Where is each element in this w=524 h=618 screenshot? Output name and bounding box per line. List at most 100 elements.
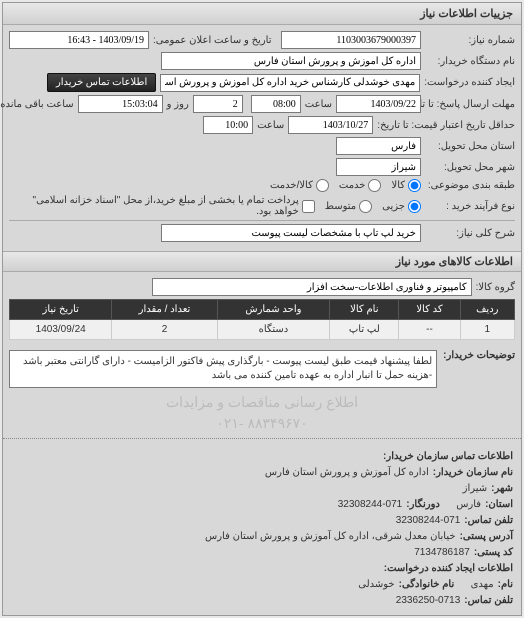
pt-note-option[interactable]: پرداخت تمام یا بخشی از مبلغ خرید،از محل … — [9, 195, 315, 217]
remaining-input[interactable] — [78, 95, 163, 113]
contact-button[interactable]: اطلاعات تماس خریدار — [47, 73, 156, 92]
th-date: تاریخ نیاز — [10, 300, 112, 320]
pt-note-label: پرداخت تمام یا بخشی از مبلغ خرید،از محل … — [9, 195, 299, 217]
org-label: نام سازمان خریدار: — [433, 465, 513, 481]
deadline-time-input[interactable] — [251, 95, 301, 113]
cat-service-label: خدمت — [339, 180, 366, 191]
th-name: نام کالا — [330, 300, 399, 320]
td-date: 1403/09/24 — [10, 320, 112, 340]
watermark-text: اطلاع رسانی مناقصات و مزایدات — [3, 392, 521, 413]
goods-form-area: گروه کالا: ردیف کد کالا نام کالا واحد شم… — [3, 272, 521, 346]
c-province-value: فارس — [456, 497, 481, 513]
pt-low-option[interactable]: جزیی — [382, 200, 421, 213]
row-requester: ایجاد کننده درخواست: اطلاعات تماس خریدار — [9, 73, 515, 92]
city-label: شهر محل تحویل: — [425, 162, 515, 173]
request-no-input[interactable] — [281, 31, 421, 49]
province-label: استان محل تحویل: — [425, 141, 515, 152]
category-label: طبقه بندی موضوعی: — [425, 180, 515, 191]
cat-all-option[interactable]: کالا — [391, 179, 421, 192]
table-row[interactable]: 1 -- لپ تاپ دستگاه 2 1403/09/24 — [10, 320, 515, 340]
deadline-label: مهلت ارسال پاسخ: تا تاریخ: — [425, 99, 515, 110]
general-desc-label: شرح کلی نیاز: — [425, 228, 515, 239]
watermark-phone: ۸۸۳۴۹۶۷۰ -۰۲۱ — [3, 413, 521, 434]
province-input[interactable] — [336, 137, 421, 155]
row-category: طبقه بندی موضوعی: کالا خدمت کالا/خدمت — [9, 179, 515, 192]
cphone-label: تلفن تماس: — [464, 593, 513, 609]
cat-service-option[interactable]: خدمت — [339, 179, 382, 192]
category-radio-group: کالا خدمت کالا/خدمت — [270, 179, 421, 192]
request-no-label: شماره نیاز: — [425, 35, 515, 46]
th-code: کد کالا — [399, 300, 460, 320]
deadline-date-input[interactable] — [336, 95, 421, 113]
contact-title: اطلاعات تماس سازمان خریدار: — [383, 449, 513, 465]
row-deadline: مهلت ارسال پاسخ: تا تاریخ: ساعت روز و سا… — [9, 95, 515, 113]
group-label: گروه کالا: — [476, 282, 515, 293]
pt-low-radio[interactable] — [408, 200, 421, 213]
time-label-2: ساعت — [257, 120, 284, 131]
purchase-type-label: نوع فرآیند خرید : — [425, 201, 515, 212]
goods-section-title: اطلاعات کالاهای مورد نیاز — [3, 251, 521, 272]
time-label-1: ساعت — [305, 99, 332, 110]
remaining-label: ساعت باقی مانده — [0, 99, 73, 110]
td-name: لپ تاپ — [330, 320, 399, 340]
valid-label: حداقل تاریخ اعتبار قیمت: تا تاریخ: — [377, 120, 515, 131]
row-group: گروه کالا: — [9, 278, 515, 296]
address-label: آدرس پستی: — [460, 529, 513, 545]
goods-table: ردیف کد کالا نام کالا واحد شمارش تعداد /… — [9, 299, 515, 340]
cphone-value: 2336250-0713 — [396, 593, 461, 609]
lname-value: خوشدلی — [358, 577, 394, 593]
pt-mid-option[interactable]: متوسط — [325, 200, 372, 213]
th-qty: تعداد / مقدار — [112, 300, 217, 320]
general-desc-input[interactable] — [161, 224, 421, 242]
address-value: خیابان معدل شرقی، اداره کل آموزش و پرورش… — [205, 529, 456, 545]
org-value: اداره کل آموزش و پرورش استان فارس — [265, 465, 429, 481]
cat-all-radio[interactable] — [408, 179, 421, 192]
requester-label: ایجاد کننده درخواست: — [424, 77, 515, 88]
lname-label: نام خانوادگی: — [399, 577, 455, 593]
fax-value: 32308244-071 — [338, 497, 403, 513]
pt-low-label: جزیی — [382, 201, 405, 212]
buyer-label: نام دستگاه خریدار: — [425, 56, 515, 67]
th-row: ردیف — [460, 300, 514, 320]
valid-time-input[interactable] — [203, 116, 253, 134]
name-label: نام: — [498, 577, 513, 593]
valid-date-input[interactable] — [288, 116, 373, 134]
requester-input[interactable] — [160, 74, 420, 92]
name-value: مهدی — [471, 577, 494, 593]
purchase-type-group: جزیی متوسط پرداخت تمام یا بخشی از مبلغ خ… — [9, 195, 421, 217]
day-label: روز و — [167, 99, 189, 110]
days-input[interactable] — [193, 95, 243, 113]
td-qty: 2 — [112, 320, 217, 340]
postal-value: 7134786187 — [414, 545, 470, 561]
form-area: شماره نیاز: تاریخ و ساعت اعلان عمومی: نا… — [3, 25, 521, 251]
c-city-value: شیراز — [463, 481, 488, 497]
city-input[interactable] — [336, 158, 421, 176]
cat-all-label: کالا — [391, 180, 405, 191]
announce-input[interactable] — [9, 31, 149, 49]
creator-title: اطلاعات ایجاد کننده درخواست: — [384, 561, 513, 577]
c-province-label: استان: — [485, 497, 513, 513]
cat-goods-label: کالا/خدمت — [270, 180, 313, 191]
c-city-label: شهر: — [491, 481, 513, 497]
td-row: 1 — [460, 320, 514, 340]
row-purchase-type: نوع فرآیند خرید : جزیی متوسط پرداخت تمام… — [9, 195, 515, 217]
td-code: -- — [399, 320, 460, 340]
pt-mid-radio[interactable] — [359, 200, 372, 213]
row-city: شهر محل تحویل: — [9, 158, 515, 176]
pt-note-checkbox[interactable] — [302, 200, 315, 213]
desc-label: توضیحات خریدار: — [443, 350, 515, 388]
td-unit: دستگاه — [217, 320, 330, 340]
buyer-input[interactable] — [161, 52, 421, 70]
row-general-desc: شرح کلی نیاز: — [9, 224, 515, 242]
cat-goods-radio[interactable] — [316, 179, 329, 192]
th-unit: واحد شمارش — [217, 300, 330, 320]
fax-label: دورنگار: — [406, 497, 440, 513]
group-input[interactable] — [152, 278, 472, 296]
desc-box: لطفا پیشنهاد قیمت طبق لیست پیوست - بارگذ… — [9, 350, 437, 388]
cat-service-radio[interactable] — [368, 179, 381, 192]
row-buyer: نام دستگاه خریدار: — [9, 52, 515, 70]
row-request-number: شماره نیاز: تاریخ و ساعت اعلان عمومی: — [9, 31, 515, 49]
table-header-row: ردیف کد کالا نام کالا واحد شمارش تعداد /… — [10, 300, 515, 320]
cat-goods-option[interactable]: کالا/خدمت — [270, 179, 329, 192]
contact-section: اطلاعات تماس سازمان خریدار: نام سازمان خ… — [3, 443, 521, 615]
